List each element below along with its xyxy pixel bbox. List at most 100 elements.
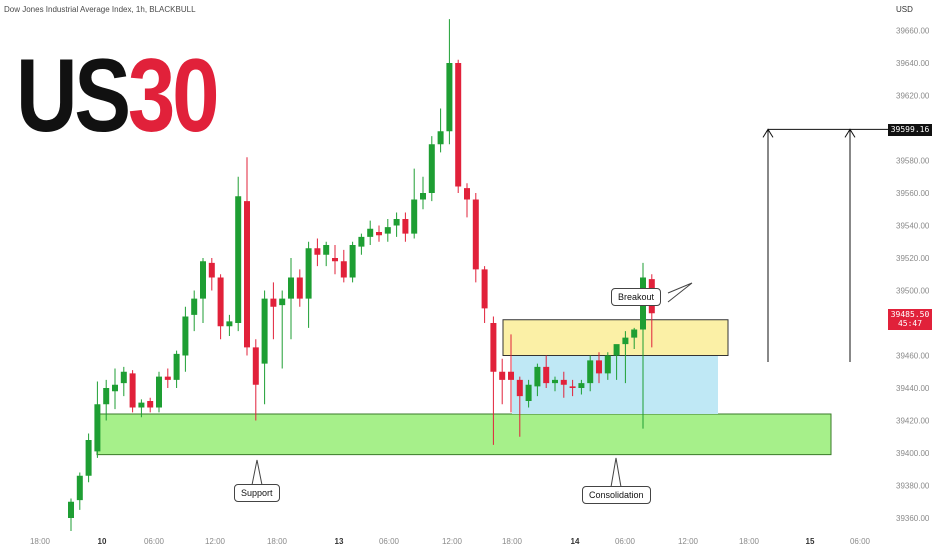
candle-body (279, 298, 286, 306)
candle-body (76, 475, 83, 501)
candle-body (604, 355, 611, 374)
candle-body (288, 277, 294, 299)
candle-body (613, 344, 620, 356)
time-axis[interactable]: 18:00 10 06:00 12:00 18:00 13 06:00 12:00 18:00 1… (30, 537, 871, 546)
candle-body (252, 347, 259, 385)
candle-body (244, 201, 250, 348)
candle-body (305, 248, 312, 299)
candle-body (631, 329, 638, 338)
price-tick-label: 39380.00 (896, 482, 930, 491)
candle-body (411, 199, 418, 234)
candle-body (543, 366, 550, 384)
candle-body (332, 258, 338, 262)
candle-body (103, 388, 110, 405)
candle-body (358, 236, 365, 247)
candle-body (296, 277, 303, 299)
target-arrow-head (844, 128, 856, 138)
support-zone (96, 413, 832, 456)
candle-body (552, 379, 558, 384)
price-tick-label: 39460.00 (896, 352, 930, 361)
candle-body (68, 501, 74, 518)
price-tick-label: 39440.00 (896, 384, 930, 393)
price-axis[interactable]: 39660.0039640.0039620.0039600.0039580.00… (896, 27, 930, 524)
price-tick-label: 39520.00 (896, 254, 930, 263)
candle-body (208, 262, 215, 278)
price-tick-label: 39660.00 (896, 27, 930, 36)
candle-body (376, 232, 382, 236)
time-tick-label: 06:00 (144, 537, 165, 546)
candle-body (217, 277, 224, 327)
candle-body (182, 316, 189, 356)
price-tick-label: 39560.00 (896, 189, 930, 198)
candle-body (446, 63, 453, 132)
us30-logo: US30 (16, 44, 219, 148)
time-tick-label: 18:00 (267, 537, 288, 546)
candle-body (323, 245, 330, 255)
time-tick-label: 14 (571, 537, 580, 546)
zones-layer (96, 319, 832, 456)
logo-part-us: US (16, 38, 131, 154)
candle-body (173, 353, 180, 380)
candle-body (481, 269, 488, 309)
chart-title: Dow Jones Industrial Average Index, 1h, … (4, 5, 196, 14)
candle-body (156, 376, 162, 408)
time-tick-label: 12:00 (442, 537, 463, 546)
candle-body (499, 371, 506, 380)
time-tick-label: 10 (98, 537, 107, 546)
time-tick-label: 18:00 (30, 537, 51, 546)
logo-part-30: 30 (127, 38, 220, 154)
time-tick-label: 12:00 (678, 537, 699, 546)
candle-body (340, 261, 347, 278)
candle-body (437, 131, 444, 145)
target-price-tag: 39599.16 (888, 124, 932, 136)
candle-body (200, 261, 206, 299)
candle-body (490, 323, 497, 372)
price-tick-label: 39400.00 (896, 449, 930, 458)
candle-body (622, 337, 629, 345)
candle-body (508, 371, 514, 380)
breakout-pointer (667, 282, 693, 303)
candle-body (261, 298, 268, 364)
candle-body (420, 193, 426, 200)
candle-body (226, 321, 233, 327)
candle-body (428, 144, 435, 193)
candle-body (455, 63, 462, 187)
overlay-layer (251, 128, 888, 488)
candles-layer (68, 19, 655, 531)
candle-body (129, 373, 136, 408)
support-callout: Support (234, 484, 280, 502)
price-tick-label: 39500.00 (896, 287, 930, 296)
candle-body (314, 248, 321, 255)
countdown-tag: 45:47 (888, 318, 932, 330)
candle-body (464, 188, 470, 200)
price-tick-label: 39580.00 (896, 157, 930, 166)
candle-body (85, 440, 92, 476)
candle-body (560, 379, 567, 385)
breakout-callout: Breakout (611, 288, 662, 306)
candle-body (402, 219, 409, 234)
candle-body (367, 228, 374, 237)
candle-body (138, 402, 145, 408)
price-tick-label: 39420.00 (896, 417, 930, 426)
candle-body (120, 371, 127, 384)
candle-body (191, 298, 198, 315)
candle-body (534, 366, 541, 387)
candle-body (147, 401, 154, 408)
candle-body (578, 383, 585, 388)
time-tick-label: 06:00 (850, 537, 871, 546)
time-tick-label: 18:00 (502, 537, 523, 546)
consolidation-callout: Consolidation (582, 486, 651, 504)
time-tick-label: 06:00 (379, 537, 400, 546)
price-tick-label: 39620.00 (896, 92, 930, 101)
time-tick-label: 06:00 (615, 537, 636, 546)
candle-body (516, 379, 523, 397)
candle-body (164, 376, 171, 380)
candle-body (270, 298, 277, 307)
candle-body (235, 196, 242, 323)
candle-body (587, 360, 594, 384)
candle-body (393, 219, 400, 226)
price-tick-label: 39540.00 (896, 222, 930, 231)
candle-body (569, 386, 576, 388)
support-pointer (251, 459, 263, 486)
target-arrow-head (762, 128, 774, 138)
